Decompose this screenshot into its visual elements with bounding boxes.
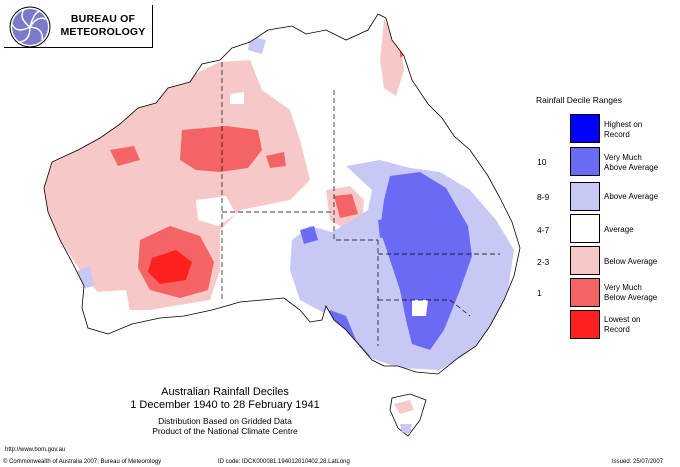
australia-map — [43, 13, 521, 437]
legend-label-lowest: Lowest on Record — [604, 315, 641, 334]
id-code: ID code: IDCK000081.194012010402,28.LatL… — [218, 459, 350, 465]
legend-swatch-very-much-above — [570, 147, 600, 176]
decile-4-7: 4-7 — [537, 225, 550, 235]
bom-url[interactable]: http://www.bom.gov.au — [5, 447, 66, 453]
legend-swatch-average — [570, 214, 600, 243]
legend-label-highest: Highest on Record — [604, 120, 643, 139]
legend-title: Rainfall Decile Ranges — [536, 95, 622, 105]
decile-1: 1 — [537, 288, 542, 298]
copyright-text: © Commonwealth of Australia 2007, Bureau… — [3, 459, 162, 465]
logo-frame — [4, 5, 153, 48]
map-title: Australian Rainfall Deciles 1 December 1… — [100, 386, 350, 436]
legend-label-very-much-above: Very Much Above Average — [604, 153, 659, 172]
bom-logo — [9, 6, 51, 48]
bom-logo-text: BUREAU OF METEOROLOGY — [58, 13, 148, 39]
legend-swatch-above — [570, 182, 600, 211]
legend-label-below: Below Average — [604, 257, 658, 266]
issued-date: Issued: 25/07/2007 — [612, 459, 664, 465]
legend-label-average: Average — [604, 225, 634, 234]
legend-swatch-highest — [570, 114, 600, 143]
very-much-above-qld — [380, 172, 472, 350]
title-line3: Distribution Based on Gridded Data — [158, 416, 292, 426]
title-line2: 1 December 1940 to 28 February 1941 — [130, 399, 320, 411]
legend-swatch-very-much-below — [570, 278, 600, 307]
title-line4: Product of the National Climate Centre — [152, 426, 298, 436]
lowest-on-record — [148, 250, 192, 284]
logo-line1: BUREAU OF — [70, 13, 136, 25]
very-much-below-west — [180, 126, 262, 172]
legend-swatch-below — [570, 246, 600, 275]
decile-2-3: 2-3 — [537, 257, 550, 267]
legend-label-very-much-below: Very Much Below Average — [604, 283, 658, 302]
title-line1: Australian Rainfall Deciles — [161, 386, 289, 398]
legend-swatch-lowest — [570, 310, 600, 339]
decile-10: 10 — [537, 157, 547, 167]
decile-8-9: 8-9 — [537, 192, 550, 202]
logo-line2: METEOROLOGY — [60, 26, 146, 38]
legend-label-above: Above Average — [604, 192, 659, 201]
